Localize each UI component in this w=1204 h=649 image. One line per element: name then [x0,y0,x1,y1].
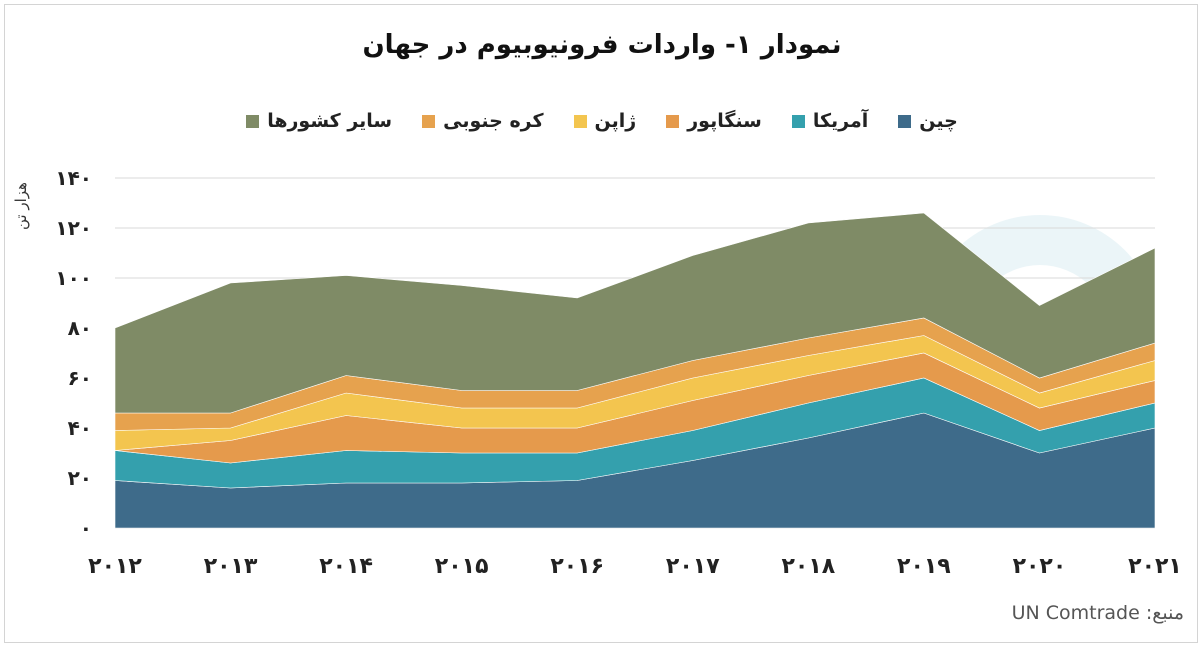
x-tick-label: ۲۰۱۹ [897,554,951,579]
x-tick-label: ۲۰۱۷ [666,554,720,579]
legend-swatch [573,114,587,128]
y-tick-label: ۱۴۰ [55,166,92,190]
legend-item: چین [898,110,958,132]
y-axis-label: هزار تن [12,182,30,230]
x-tick-label: ۲۰۲۰ [1013,554,1067,579]
legend-item: ژاپن [573,110,637,132]
x-tick-label: ۲۰۱۵ [435,554,489,579]
legend-label: کره جنوبی [443,110,544,132]
legend-label: آمریکا [812,110,869,132]
x-tick-label: ۲۰۲۱ [1128,554,1182,579]
legend-item: کره جنوبی [422,110,544,132]
legend-item: سایر کشورها [246,110,392,132]
chart-title: نمودار ۱- واردات فرونیوبیوم در جهان [362,30,842,60]
legend-label: چین [919,110,958,132]
legend-item: آمریکا [791,110,869,132]
chart-frame [4,4,1198,643]
legend-swatch [666,114,680,128]
y-tick-label: ۶۰ [68,366,92,390]
x-tick-label: ۲۰۱۶ [550,554,604,579]
legend-swatch [246,114,260,128]
y-tick-label: ۸۰ [68,316,92,340]
legend-label: ژاپن [594,110,637,132]
y-tick-label: ۱۰۰ [55,266,92,290]
x-tick-label: ۲۰۱۳ [204,554,258,579]
y-tick-label: ۰ [80,516,92,540]
legend-swatch [422,114,436,128]
legend-swatch [898,114,912,128]
x-tick-label: ۲۰۱۸ [781,554,835,579]
legend-label: سنگاپور [687,110,762,132]
legend-label: سایر کشورها [267,110,393,132]
x-tick-label: ۲۰۱۴ [319,554,373,579]
area-series-سایر کشورها [114,212,1156,414]
legend: چین آمریکا سنگاپور ژاپن کره جنوبی سایر کشورها [0,110,1204,132]
source-note: منبع: UN Comtrade [1011,602,1184,624]
y-tick-label: ۲۰ [68,466,92,490]
y-tick-label: ۱۲۰ [55,216,92,240]
x-tick-label: ۲۰۱۲ [88,554,142,579]
y-tick-label: ۴۰ [68,416,92,440]
legend-item: سنگاپور [666,110,762,132]
legend-swatch [791,114,805,128]
